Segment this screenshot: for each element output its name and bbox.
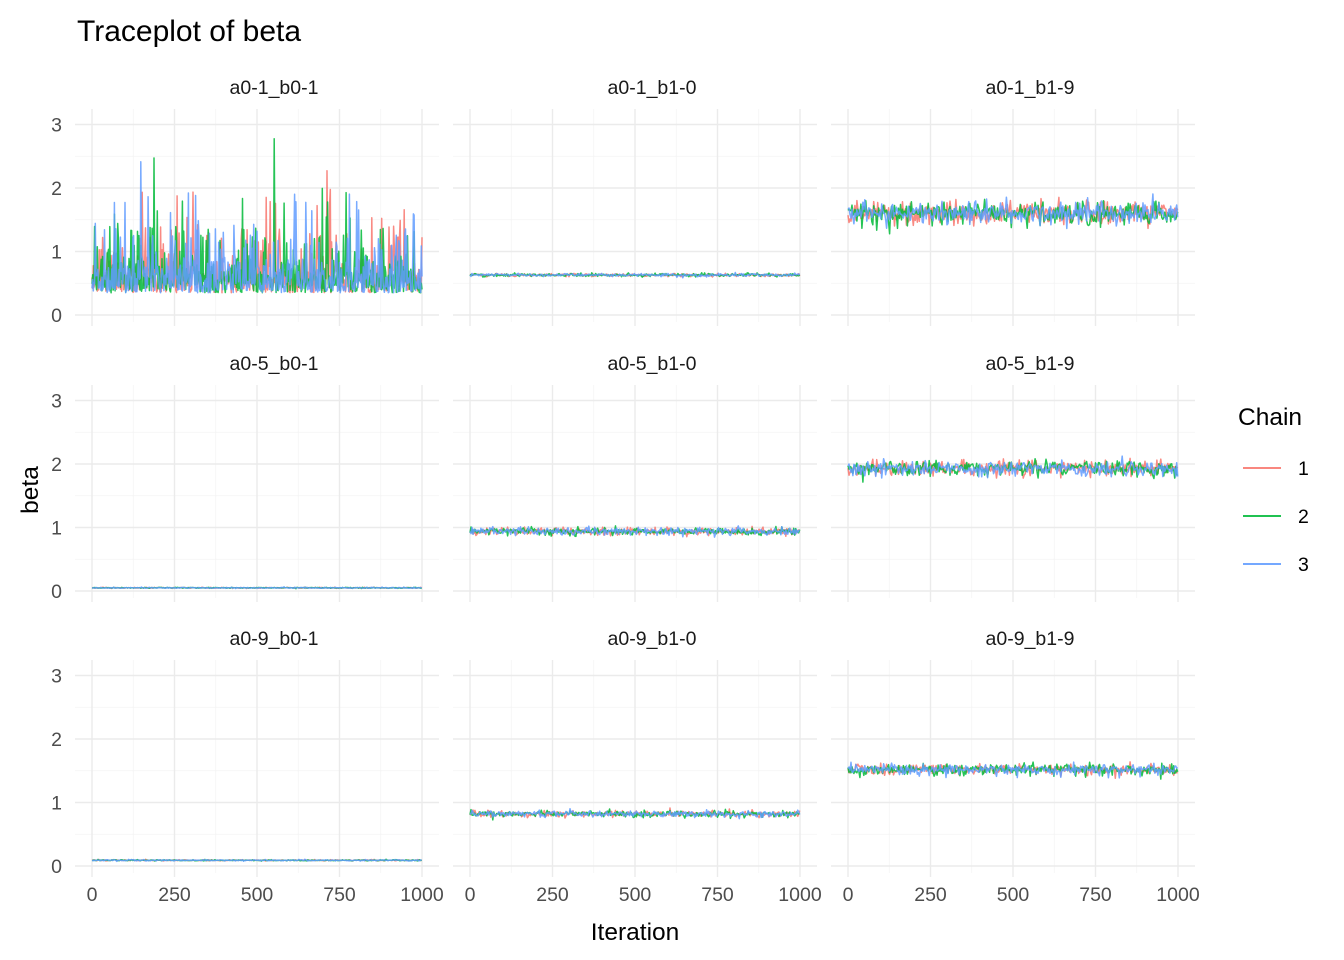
facet-panel: a0-1_b0-1 0 1 2 3	[51, 77, 439, 327]
y-tick-label: 3	[51, 115, 62, 137]
facet-strip-label: a0-9_b1-9	[986, 628, 1075, 650]
y-tick-label: 1	[51, 793, 62, 815]
x-tick-label: 750	[323, 884, 356, 906]
legend-label-chain-1: 1	[1298, 458, 1309, 480]
trace-chain-3	[847, 761, 1179, 779]
trace-chain-3	[91, 858, 422, 863]
facet-strip-label: a0-1_b1-9	[986, 77, 1075, 99]
facet-panels: a0-1_b0-1 0 1 2 3 a0-1_b1-0 a0-1_b1-9 a0-5_b0-1…	[51, 77, 1200, 906]
x-tick-label: 250	[914, 884, 947, 906]
facet-strip-label: a0-9_b0-1	[230, 628, 319, 650]
trace-chain-3	[469, 271, 801, 279]
x-tick-label: 500	[241, 884, 274, 906]
trace-chain-2	[847, 457, 1179, 483]
x-tick-label: 750	[701, 884, 734, 906]
facet-panel: a0-9_b1-0 0 250 500 750 1000	[453, 628, 822, 906]
x-tick-label: 1000	[778, 884, 822, 906]
facet-strip-label: a0-5_b1-9	[986, 353, 1075, 375]
facet-strip-label: a0-1_b1-0	[608, 77, 697, 99]
facet-panel: a0-1_b1-0	[453, 77, 817, 326]
trace-chain-3	[91, 161, 423, 294]
chart-title: Traceplot of beta	[77, 15, 301, 48]
facet-panel: a0-9_b1-9 0 250 500 750 1000	[831, 628, 1200, 906]
facet-panel: a0-5_b0-1 0 1 2 3	[51, 353, 439, 603]
y-axis-title: beta	[17, 466, 44, 514]
x-tick-label: 1000	[1156, 884, 1200, 906]
x-tick-label: 500	[997, 884, 1030, 906]
legend-label-chain-3: 3	[1298, 554, 1309, 576]
facet-panel: a0-9_b0-1 0 1 2 3 0 250 500 750 1000	[51, 628, 444, 906]
facet-strip-label: a0-9_b1-0	[608, 628, 697, 650]
y-tick-label: 2	[51, 454, 62, 476]
facet-panel: a0-1_b1-9	[831, 77, 1195, 326]
x-tick-label: 250	[536, 884, 569, 906]
y-tick-label: 0	[51, 856, 62, 878]
x-tick-label: 0	[843, 884, 854, 906]
y-tick-label: 1	[51, 242, 62, 264]
y-tick-label: 1	[51, 518, 62, 540]
trace-chain-3	[469, 807, 801, 820]
x-tick-label: 500	[619, 884, 652, 906]
facet-strip-label: a0-5_b1-0	[608, 353, 697, 375]
x-axis-title: Iteration	[591, 919, 680, 946]
facet-strip-label: a0-5_b0-1	[230, 353, 319, 375]
trace-chain-3	[469, 525, 800, 538]
facet-panel: a0-5_b1-0	[453, 353, 817, 602]
y-tick-label: 0	[51, 305, 62, 327]
x-tick-label: 0	[465, 884, 476, 906]
x-tick-label: 1000	[400, 884, 444, 906]
x-tick-label: 250	[158, 884, 191, 906]
trace-chain-3	[91, 586, 422, 590]
y-tick-label: 3	[51, 391, 62, 413]
y-tick-label: 3	[51, 666, 62, 688]
legend-label-chain-2: 2	[1298, 506, 1309, 528]
y-tick-label: 2	[51, 178, 62, 200]
facet-strip-label: a0-1_b0-1	[230, 77, 319, 99]
facet-panel: a0-5_b1-9	[831, 353, 1195, 602]
trace-chain-3	[847, 193, 1179, 230]
x-tick-label: 750	[1079, 884, 1112, 906]
y-tick-label: 2	[51, 729, 62, 751]
trace-chain-3	[847, 455, 1179, 479]
x-tick-label: 0	[87, 884, 98, 906]
chain-legend: Chain 1 2 3	[1238, 404, 1309, 576]
y-tick-label: 0	[51, 581, 62, 603]
legend-title: Chain	[1238, 404, 1302, 431]
